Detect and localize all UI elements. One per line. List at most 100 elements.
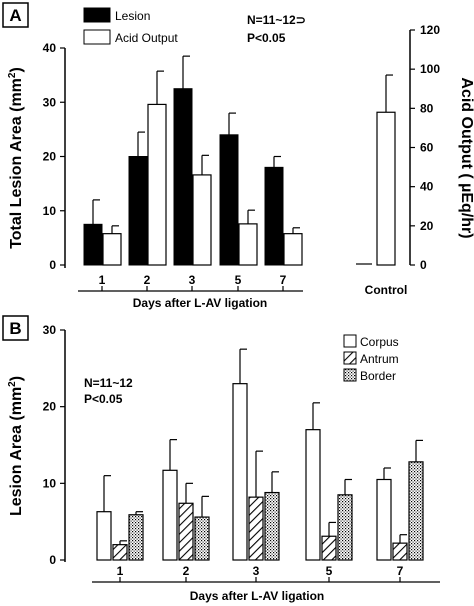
panel-a-y-axis-label: Total Lesion Area (mm2) xyxy=(7,67,25,249)
bar-corpus-day-2 xyxy=(162,469,178,561)
error-bar-acid-output-day-1 xyxy=(111,225,119,234)
bar-border-day-1 xyxy=(128,514,144,561)
bar-border-day-3 xyxy=(264,491,280,561)
panel-a-x-ticks: 1 2 3 5 7 xyxy=(99,273,287,291)
panel-b: B Lesion Area (mm2) 0 10 20 30 1 2 3 5 7 Days a… xyxy=(2,315,440,603)
legend-label-corpus: Corpus xyxy=(360,335,399,349)
panel-b-bars xyxy=(96,348,424,561)
bar-lesion-day-7 xyxy=(264,166,284,266)
panel-a-right-y-tick-label: 80 xyxy=(420,101,434,115)
bar-corpus-day-3 xyxy=(232,383,248,561)
bar-border-day-7 xyxy=(408,461,424,561)
panel-a-y-tick-label: 10 xyxy=(43,204,57,218)
panel-a-y-tick-label: 0 xyxy=(49,258,56,272)
panel-a-right-y-axis-label: Acid Output ( µEq/hr) xyxy=(458,77,474,238)
legend-label-acid-output: Acid Output xyxy=(115,31,178,45)
bar-lesion-day-3 xyxy=(173,88,193,266)
error-bar-acid-output-day-5 xyxy=(247,209,255,224)
error-bar-lesion-day-2 xyxy=(137,131,145,157)
bar-acid-output-day-7 xyxy=(283,233,303,266)
panel-a-bars xyxy=(83,55,396,266)
bar-border-day-5 xyxy=(337,494,353,561)
error-bar-lesion-day-1 xyxy=(92,199,100,225)
error-bar-border-day-1 xyxy=(135,511,143,515)
error-bar-acid-output-day-3 xyxy=(201,154,209,175)
panel-a-legend: Lesion Acid Output xyxy=(83,7,178,45)
bar-acid-output-day-5 xyxy=(238,223,258,266)
error-bar-border-day-3 xyxy=(271,471,279,493)
error-bar-border-day-2 xyxy=(201,495,209,518)
panel-a-x-axis-label: Days after L-AV ligation xyxy=(133,296,267,310)
error-bar-corpus-day-2 xyxy=(169,439,177,471)
panel-a-right-y-tick-label: 60 xyxy=(420,141,434,155)
error-bar-corpus-day-5 xyxy=(312,402,320,430)
panel-b-x-tick-label: 1 xyxy=(117,564,124,578)
error-bar-antrum-day-1 xyxy=(119,540,127,545)
panel-b-x-ticks: 1 2 3 5 7 xyxy=(117,564,404,582)
panel-b-x-tick-label: 5 xyxy=(326,564,333,578)
legend-label-antrum: Antrum xyxy=(360,352,399,366)
panel-b-y-tick-label: 0 xyxy=(49,553,56,567)
panel-b-y-tick-label: 20 xyxy=(43,400,57,414)
panel-b-annotation-p: P<0.05 xyxy=(84,392,123,406)
bar-antrum-day-1 xyxy=(112,544,128,561)
error-bar-corpus-day-3 xyxy=(239,348,247,384)
error-bar-acid-output-control xyxy=(385,74,393,113)
panel-a-x-tick-label: 1 xyxy=(99,273,106,287)
panel-a-right-y-tick-label: 0 xyxy=(420,258,427,272)
bar-lesion-day-5 xyxy=(219,134,239,266)
panel-a-label-box xyxy=(2,2,29,28)
bar-acid-output-day-2 xyxy=(147,103,167,266)
legend-swatch-antrum xyxy=(343,351,357,365)
error-bar-lesion-day-3 xyxy=(182,55,190,89)
panel-b-y-axis-label: Lesion Area (mm2) xyxy=(7,376,25,516)
panel-b-legend: Corpus Antrum Border xyxy=(343,334,399,383)
error-bar-lesion-day-7 xyxy=(273,155,281,168)
panel-b-x-tick-label: 3 xyxy=(253,564,260,578)
panel-a-right-y-ticks: 0 20 40 60 80 100 120 xyxy=(410,23,440,272)
panel-a-x-tick-label: 2 xyxy=(144,273,151,287)
panel-b-x-tick-label: 7 xyxy=(397,564,404,578)
legend-swatch-border xyxy=(343,368,357,382)
panel-b-y-ticks: 0 10 20 30 xyxy=(43,323,65,567)
legend-swatch-corpus xyxy=(343,334,357,348)
error-bar-corpus-day-1 xyxy=(103,475,111,512)
panel-b-x-tick-label: 2 xyxy=(183,564,190,578)
panel-b-label: B xyxy=(9,319,21,338)
panel-b-y-tick-label: 30 xyxy=(43,323,57,337)
panel-b-x-axis-label: Days after L-AV ligation xyxy=(190,589,324,603)
error-bar-border-day-5 xyxy=(344,478,352,495)
bar-corpus-day-7 xyxy=(376,478,392,561)
legend-swatch-acid-output xyxy=(83,29,111,45)
panel-a-control-label: Control xyxy=(365,283,408,297)
bar-antrum-day-5 xyxy=(321,535,337,561)
legend-label-lesion: Lesion xyxy=(115,9,150,23)
bar-antrum-day-2 xyxy=(178,502,194,561)
error-bar-acid-output-day-2 xyxy=(156,70,164,105)
bar-border-day-2 xyxy=(194,516,210,561)
panel-a-annotation-n: N=11~12⊃ xyxy=(247,13,306,27)
legend-label-border: Border xyxy=(360,369,396,383)
error-bar-acid-output-day-7 xyxy=(292,227,300,234)
legend-swatch-lesion xyxy=(83,7,111,23)
panel-a-x-tick-label: 7 xyxy=(280,273,287,287)
bar-acid-output-day-3 xyxy=(192,174,212,266)
error-bar-corpus-day-7 xyxy=(383,467,391,480)
panel-a-label: A xyxy=(9,6,21,25)
error-bar-antrum-day-5 xyxy=(328,521,336,537)
bar-corpus-day-1 xyxy=(96,511,112,561)
panel-a-y-tick-label: 30 xyxy=(43,95,57,109)
error-bar-border-day-7 xyxy=(415,439,423,462)
panel-a-x-tick-label: 3 xyxy=(189,273,196,287)
bar-lesion-day-2 xyxy=(128,156,148,266)
panel-a-right-y-tick-label: 20 xyxy=(420,219,434,233)
panel-b-label-box xyxy=(2,315,29,341)
panel-a-y-ticks: 0 10 20 30 40 xyxy=(43,41,65,272)
panel-b-y-tick-label: 10 xyxy=(43,476,57,490)
panel-a-y-tick-label: 20 xyxy=(43,150,57,164)
bar-acid-output-day-1 xyxy=(102,233,122,266)
error-bar-antrum-day-3 xyxy=(255,450,263,498)
panel-a-right-y-tick-label: 40 xyxy=(420,180,434,194)
